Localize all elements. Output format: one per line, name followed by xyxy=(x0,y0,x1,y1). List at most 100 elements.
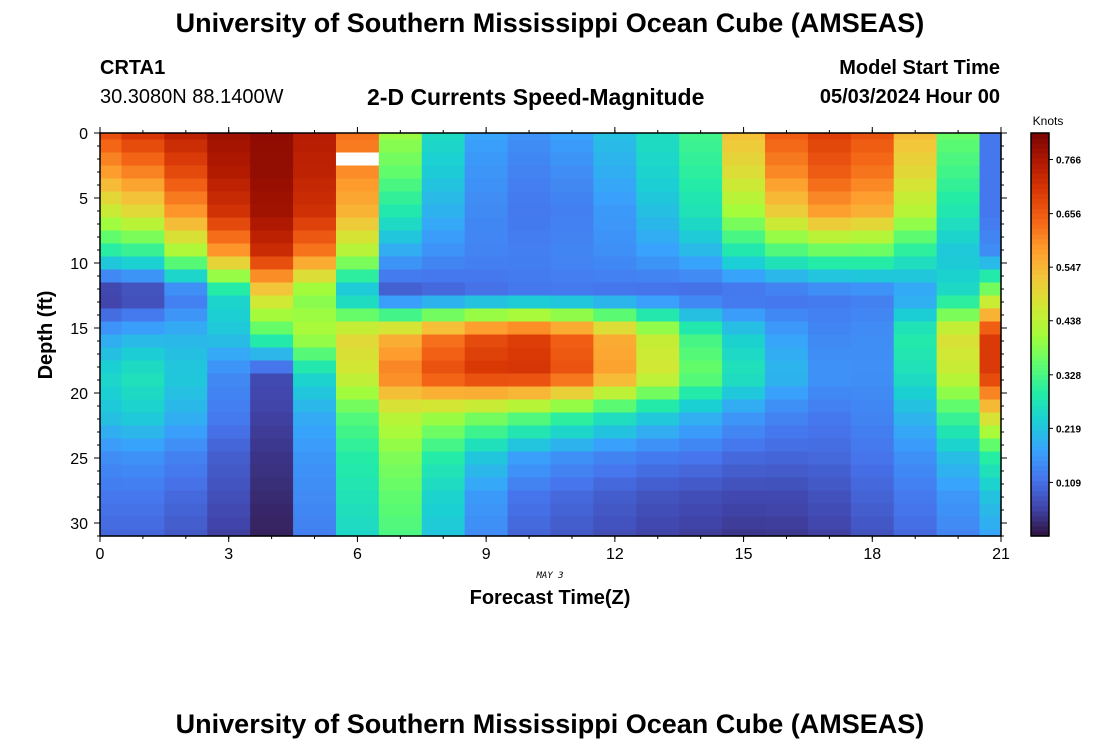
colorbar-swatch xyxy=(1031,203,1049,210)
heatmap-cell xyxy=(807,178,852,193)
heatmap-cell xyxy=(121,204,165,219)
heatmap-cell xyxy=(464,230,509,245)
heatmap-cell xyxy=(636,269,680,284)
heatmap-cell xyxy=(335,464,380,479)
colorbar-swatch xyxy=(1031,329,1049,336)
heatmap-cell xyxy=(722,191,766,206)
colorbar-swatch xyxy=(1031,148,1049,154)
heatmap-cell xyxy=(936,243,981,258)
heatmap-cell xyxy=(550,321,594,336)
heatmap-cell xyxy=(979,399,1002,414)
heatmap-cell xyxy=(550,412,594,427)
heatmap-cell xyxy=(765,529,809,537)
colorbar-swatch xyxy=(1031,369,1049,376)
heatmap-cell xyxy=(765,490,809,505)
heatmap-cell xyxy=(335,269,380,284)
heatmap-cell xyxy=(121,295,165,310)
heatmap-cell xyxy=(765,503,809,518)
heatmap-cell xyxy=(121,516,165,531)
heatmap-cell xyxy=(100,360,123,375)
colorbar-swatch xyxy=(1031,309,1049,315)
colorbar-swatch xyxy=(1031,384,1049,391)
heatmap-cell xyxy=(121,243,165,258)
heatmap-cell xyxy=(722,529,766,537)
heatmap-cell xyxy=(507,373,552,388)
heatmap-cell xyxy=(979,360,1002,375)
heatmap-cell xyxy=(293,191,337,206)
heatmap-cell xyxy=(100,438,123,453)
heatmap-cell xyxy=(421,412,466,427)
heatmap-cell xyxy=(765,451,809,466)
heatmap-cell xyxy=(679,347,723,362)
heatmap-cell xyxy=(850,425,895,440)
heatmap-cell xyxy=(722,386,766,401)
heatmap-cell xyxy=(100,516,123,531)
heatmap-cell xyxy=(421,139,466,154)
heatmap-cell xyxy=(850,230,895,245)
heatmap-cell xyxy=(507,425,552,440)
heatmap-cell xyxy=(164,451,208,466)
heatmap-cell xyxy=(593,308,637,323)
heatmap-cell xyxy=(421,451,466,466)
heatmap-cell xyxy=(378,295,423,310)
heatmap-cell xyxy=(550,529,594,537)
colorbar-tick-label: 0.219 xyxy=(1056,424,1081,435)
colorbar-swatch xyxy=(1031,143,1049,149)
heatmap-cell xyxy=(164,412,208,427)
colorbar-tick-label: 0.656 xyxy=(1056,210,1081,221)
colorbar-swatch xyxy=(1031,213,1049,220)
heatmap-cell xyxy=(636,516,680,531)
heatmap-cell xyxy=(679,516,723,531)
heatmap-cell xyxy=(335,256,380,271)
colorbar-swatch xyxy=(1031,258,1049,265)
heatmap-cell xyxy=(893,204,938,219)
heatmap-cell xyxy=(293,360,337,375)
heatmap-cell xyxy=(679,477,723,492)
heatmap-cell xyxy=(207,464,251,479)
heatmap-cell xyxy=(636,308,680,323)
heatmap-cell xyxy=(164,152,208,167)
heatmap-cell xyxy=(121,217,165,232)
heatmap-cell xyxy=(100,243,123,258)
heatmap-cell xyxy=(593,321,637,336)
heatmap-cell xyxy=(679,295,723,310)
heatmap-cell xyxy=(121,490,165,505)
heatmap-cell xyxy=(335,243,380,258)
colorbar-swatch xyxy=(1031,223,1049,230)
heatmap-cell xyxy=(164,230,208,245)
heatmap-cell xyxy=(421,191,466,206)
colorbar-swatch xyxy=(1031,374,1049,381)
heatmap-cell xyxy=(765,178,809,193)
heatmap-cell xyxy=(979,490,1002,505)
heatmap-cell xyxy=(207,282,251,297)
heatmap-cell xyxy=(378,360,423,375)
heatmap-cell xyxy=(507,230,552,245)
heatmap-cell xyxy=(464,178,509,193)
heatmap-cell xyxy=(550,191,594,206)
heatmap-cell xyxy=(421,477,466,492)
heatmap-cell xyxy=(250,412,294,427)
heatmap-cell xyxy=(121,178,165,193)
heatmap-cell xyxy=(164,191,208,206)
heatmap-cell xyxy=(335,165,380,180)
heatmap-cell xyxy=(464,204,509,219)
colorbar-swatch xyxy=(1031,228,1049,235)
heatmap-cell xyxy=(507,516,552,531)
heatmap-cell xyxy=(100,347,123,362)
colorbar-swatch xyxy=(1031,510,1049,517)
heatmap-cell xyxy=(936,529,981,537)
heatmap-cell xyxy=(636,282,680,297)
footer-title: University of Southern Mississippi Ocean… xyxy=(175,709,925,739)
heatmap-cell xyxy=(722,282,766,297)
heatmap-cell xyxy=(979,165,1002,180)
heatmap-cell xyxy=(293,386,337,401)
heatmap-cell xyxy=(378,477,423,492)
heatmap-cell xyxy=(207,295,251,310)
colorbar-swatch xyxy=(1031,530,1049,537)
heatmap-cell xyxy=(421,503,466,518)
heatmap-cell xyxy=(100,178,123,193)
heatmap-cell xyxy=(335,139,380,154)
heatmap-cell xyxy=(979,178,1002,193)
y-tick-label: 30 xyxy=(70,516,88,533)
heatmap-cell xyxy=(593,133,637,141)
